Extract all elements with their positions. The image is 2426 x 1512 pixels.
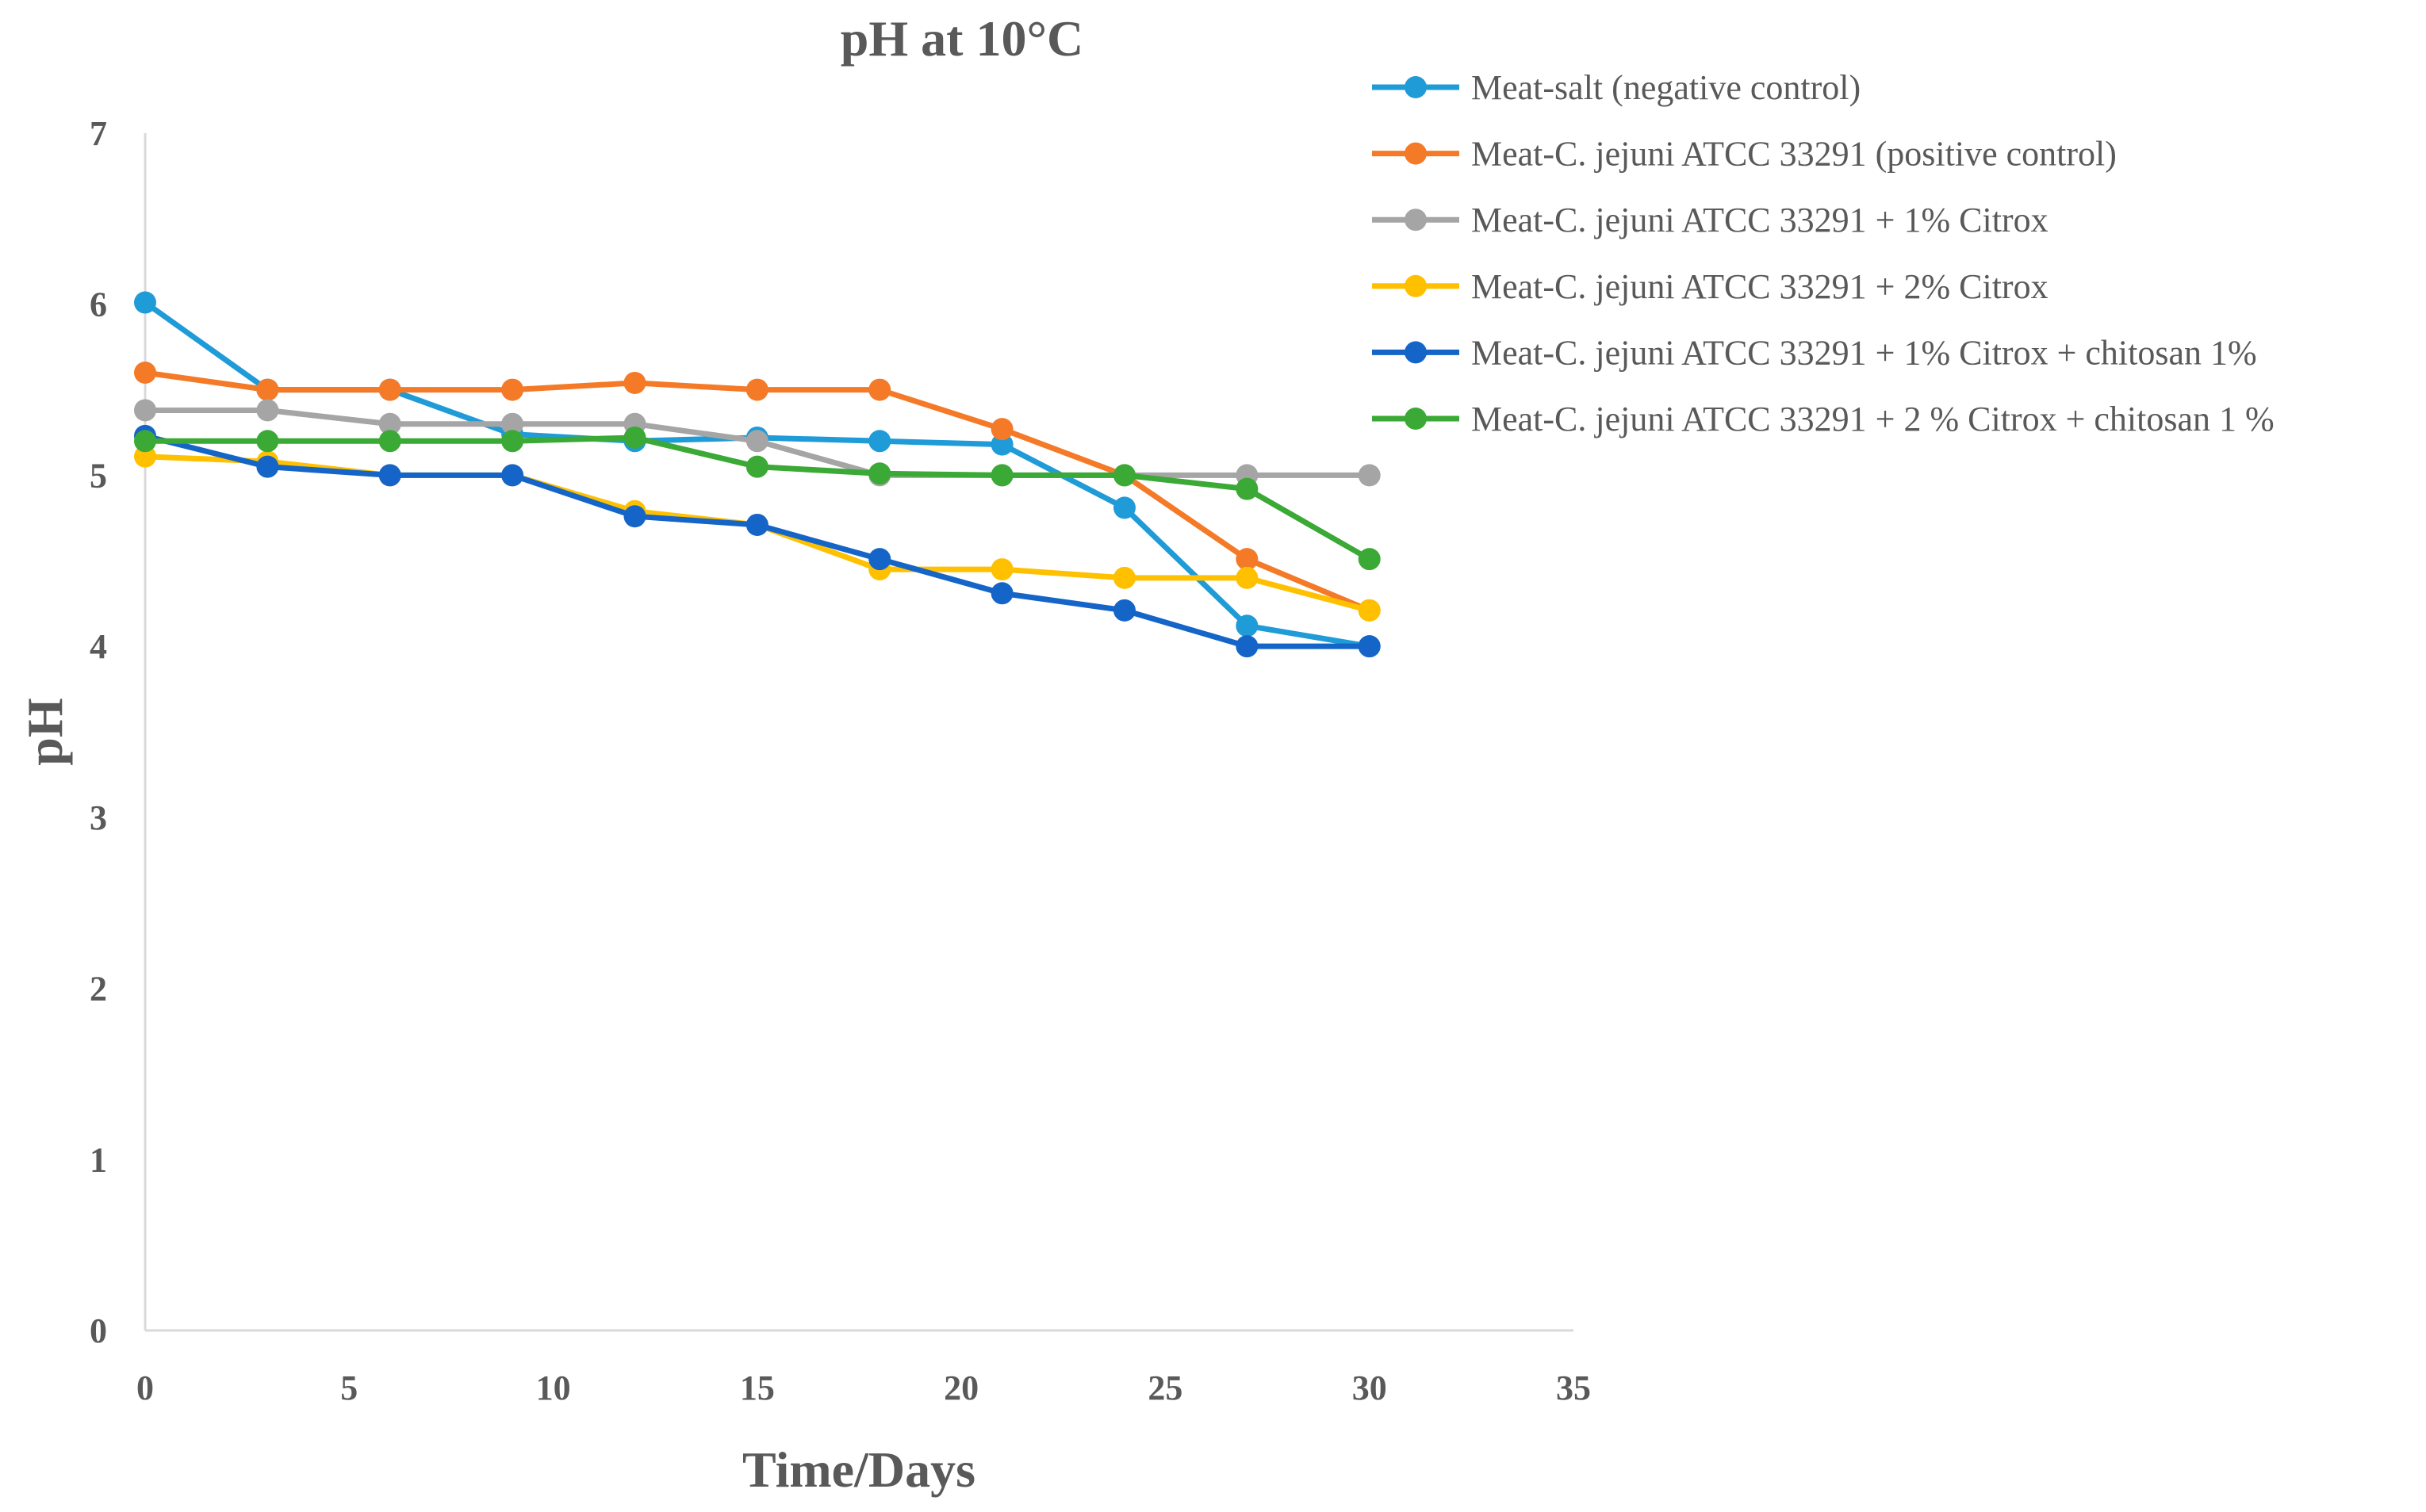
data-point [868,462,891,485]
data-point [256,430,279,453]
legend-label: Meat-C. jejuni ATCC 33291 + 1% Citrox + … [1471,333,2257,372]
legend-label: Meat-salt (negative control) [1471,68,1861,107]
data-point [745,430,768,453]
x-tick-label: 25 [1148,1368,1182,1407]
data-point [991,582,1014,605]
data-point [134,291,156,314]
data-point [1236,566,1259,589]
data-point [745,455,768,478]
data-point [134,362,156,384]
data-point [1113,496,1136,519]
legend-item: Meat-C. jejuni ATCC 33291 + 2% Citrox [1372,267,2048,306]
data-point [501,430,524,453]
x-tick-label: 30 [1352,1368,1387,1407]
data-point [991,433,1014,456]
y-tick-label: 7 [90,114,107,153]
data-point [623,426,646,449]
data-point [623,505,646,528]
data-point [868,378,891,401]
data-point [134,430,156,453]
data-point [1236,548,1259,571]
data-point [745,378,768,401]
data-point [745,513,768,536]
legend-marker [1405,274,1427,297]
series-line [144,369,1371,614]
data-point [1113,464,1136,487]
series-2 [134,362,1381,622]
data-point [378,430,401,453]
data-point [256,378,279,401]
legend-marker [1405,408,1427,430]
data-point [378,378,401,401]
legend-item: Meat-C. jejuni ATCC 33291 + 1% Citrox + … [1372,333,2257,372]
data-point [134,445,156,468]
legend-label: Meat-C. jejuni ATCC 33291 + 1% Citrox [1471,201,2048,239]
data-point [1113,599,1136,622]
y-tick-label: 5 [90,456,107,495]
y-tick-label: 0 [90,1311,107,1350]
data-point [991,558,1014,581]
data-point [1358,599,1381,622]
data-point [134,399,156,422]
legend-marker [1405,76,1427,98]
legend-marker [1405,142,1427,165]
x-tick-label: 35 [1556,1368,1591,1407]
data-point [1358,464,1381,487]
data-point [501,412,524,435]
data-point [256,399,279,422]
legend-marker [1405,209,1427,232]
chart-title: pH at 10°C [841,10,1084,67]
legend-item: Meat-salt (negative control) [1372,68,1861,107]
y-tick-label: 2 [90,970,107,1009]
legend-label: Meat-C. jejuni ATCC 33291 + 2 % Citrox +… [1471,400,2275,438]
legend-item: Meat-C. jejuni ATCC 33291 + 1% Citrox [1372,201,2048,239]
y-tick-label: 6 [90,285,107,324]
data-point [868,430,891,453]
data-point [1236,635,1259,658]
data-point [1236,614,1259,637]
data-point [991,464,1014,487]
x-axis-label: Time/Days [742,1441,975,1498]
legend-label: Meat-C. jejuni ATCC 33291 + 2% Citrox [1471,267,2048,306]
y-tick-label: 1 [90,1140,107,1179]
data-point [256,455,279,478]
data-point [501,378,524,401]
data-point [501,464,524,487]
data-point [623,371,646,394]
data-point [1113,566,1136,589]
legend-item: Meat-C. jejuni ATCC 33291 + 2 % Citrox +… [1372,400,2275,438]
data-point [1358,635,1381,658]
x-tick-label: 20 [944,1368,979,1407]
legend-label: Meat-C. jejuni ATCC 33291 (positive cont… [1471,135,2117,174]
series-5 [134,424,1381,658]
data-point [1358,548,1381,571]
x-tick-label: 10 [536,1368,571,1407]
legend-item: Meat-C. jejuni ATCC 33291 (positive cont… [1372,135,2117,174]
data-point [1236,477,1259,500]
legend: Meat-salt (negative control) Meat-C. jeju… [1372,68,2275,438]
y-tick-label: 3 [90,798,107,837]
series-6 [134,426,1381,571]
data-point [991,418,1014,441]
x-tick-label: 15 [740,1368,775,1407]
data-point [378,464,401,487]
y-tick-label: 4 [90,627,107,666]
x-tick-label: 0 [136,1368,154,1407]
y-axis-label: pH [17,698,73,765]
legend-marker [1405,341,1427,364]
x-tick-label: 5 [340,1368,358,1407]
data-point [868,548,891,571]
data-point [378,412,401,435]
